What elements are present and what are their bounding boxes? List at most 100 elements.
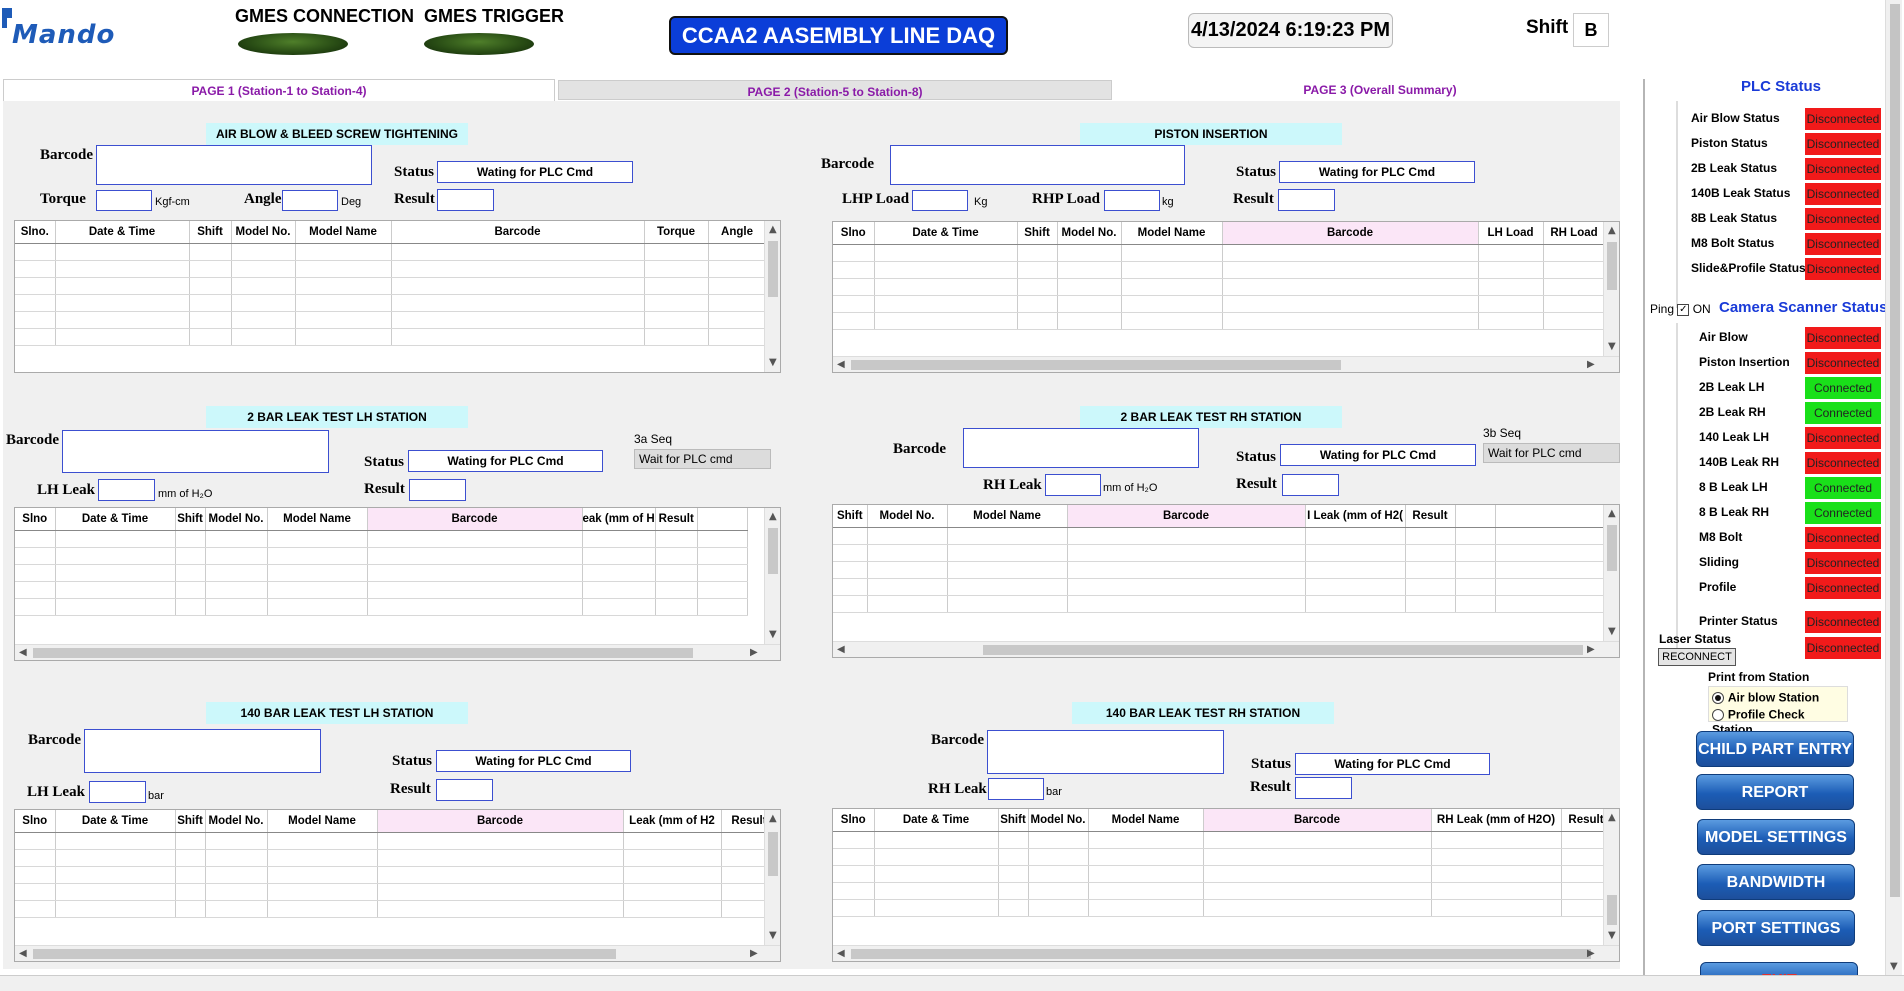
table-cell[interactable] bbox=[231, 294, 296, 312]
table-cell[interactable] bbox=[1455, 527, 1496, 545]
table-cell[interactable] bbox=[1495, 578, 1606, 596]
table-cell[interactable] bbox=[1222, 312, 1479, 330]
table-cell[interactable] bbox=[15, 311, 56, 329]
table-cell[interactable] bbox=[1478, 295, 1544, 313]
table-cell[interactable] bbox=[267, 832, 378, 850]
table-cell[interactable] bbox=[1405, 595, 1456, 613]
table-row[interactable] bbox=[15, 277, 767, 295]
table-cell[interactable] bbox=[55, 328, 190, 346]
table-cell[interactable] bbox=[874, 278, 1018, 296]
table-cell[interactable] bbox=[1203, 848, 1432, 866]
window-vscroll[interactable]: ▼ bbox=[1885, 0, 1902, 975]
column-header[interactable]: Slno. bbox=[15, 221, 56, 244]
table-row[interactable] bbox=[15, 530, 748, 548]
table-cell[interactable] bbox=[623, 866, 722, 884]
table-cell[interactable] bbox=[998, 865, 1029, 883]
table-cell[interactable] bbox=[1028, 899, 1089, 917]
table-cell[interactable] bbox=[708, 311, 767, 329]
table-cell[interactable] bbox=[55, 260, 190, 278]
table-cell[interactable] bbox=[205, 598, 268, 616]
table-cell[interactable] bbox=[1017, 261, 1058, 279]
table-cell[interactable] bbox=[1543, 244, 1606, 262]
column-header[interactable]: eak (mm of H bbox=[582, 508, 656, 531]
angle-input[interactable] bbox=[282, 190, 338, 211]
column-header[interactable]: Model No. bbox=[205, 508, 268, 531]
table-cell[interactable] bbox=[55, 832, 176, 850]
column-header[interactable]: Date & Time bbox=[874, 809, 999, 832]
table-cell[interactable] bbox=[15, 547, 56, 565]
table-cell[interactable] bbox=[55, 883, 176, 901]
table-cell[interactable] bbox=[205, 849, 268, 867]
column-header[interactable]: Result bbox=[1561, 809, 1612, 832]
table-cell[interactable] bbox=[1222, 261, 1479, 279]
table-cell[interactable] bbox=[377, 883, 624, 901]
table-cell[interactable] bbox=[874, 831, 999, 849]
table-cell[interactable] bbox=[1495, 561, 1606, 579]
table-cell[interactable] bbox=[1121, 295, 1223, 313]
table-cell[interactable] bbox=[377, 900, 624, 918]
column-header[interactable]: Model Name bbox=[1088, 809, 1204, 832]
table-cell[interactable] bbox=[582, 581, 656, 599]
table-cell[interactable] bbox=[833, 595, 868, 613]
table-cell[interactable] bbox=[582, 598, 656, 616]
table-cell[interactable] bbox=[655, 547, 698, 565]
table-cell[interactable] bbox=[1028, 865, 1089, 883]
table-cell[interactable] bbox=[55, 581, 176, 599]
leak2-rh-hscroll[interactable]: ◀ ▶ bbox=[833, 641, 1619, 657]
table-cell[interactable] bbox=[1495, 595, 1606, 613]
table-cell[interactable] bbox=[833, 527, 868, 545]
leak2-lh-hscroll[interactable]: ◀ ▶ bbox=[15, 644, 780, 660]
table-cell[interactable] bbox=[1405, 544, 1456, 562]
column-header[interactable]: Leak (mm of H2 bbox=[623, 810, 722, 833]
table-cell[interactable] bbox=[15, 849, 56, 867]
table-cell[interactable] bbox=[15, 260, 56, 278]
leak140-lh-grid[interactable]: Slno Date & Time Shift Model No. Model Name B… bbox=[14, 809, 781, 962]
table-cell[interactable] bbox=[1028, 882, 1089, 900]
table-cell[interactable] bbox=[267, 598, 368, 616]
table-row[interactable] bbox=[15, 294, 767, 312]
column-header[interactable]: Slno bbox=[15, 810, 56, 833]
table-row[interactable] bbox=[15, 900, 778, 918]
table-cell[interactable] bbox=[231, 328, 296, 346]
table-cell[interactable] bbox=[833, 561, 868, 579]
column-header[interactable]: Model Name bbox=[267, 810, 378, 833]
air-blow-grid[interactable]: Slno. Date & Time Shift Model No. Model Name… bbox=[14, 220, 781, 373]
table-cell[interactable] bbox=[1305, 561, 1406, 579]
table-cell[interactable] bbox=[1017, 295, 1058, 313]
table-cell[interactable] bbox=[15, 530, 56, 548]
table-cell[interactable] bbox=[833, 831, 875, 849]
leak140-lh-vscroll[interactable]: ▲ ▼ bbox=[764, 810, 780, 945]
table-cell[interactable] bbox=[582, 530, 656, 548]
table-cell[interactable] bbox=[1478, 261, 1544, 279]
table-cell[interactable] bbox=[655, 581, 698, 599]
column-header[interactable]: Date & Time bbox=[55, 810, 176, 833]
column-header[interactable]: Model No. bbox=[1057, 222, 1122, 245]
table-cell[interactable] bbox=[15, 866, 56, 884]
leak2-lh-vscroll[interactable]: ▲ ▼ bbox=[764, 508, 780, 644]
table-cell[interactable] bbox=[15, 900, 56, 918]
table-row[interactable] bbox=[833, 578, 1606, 596]
table-cell[interactable] bbox=[874, 261, 1018, 279]
table-cell[interactable] bbox=[874, 244, 1018, 262]
table-cell[interactable] bbox=[833, 244, 875, 262]
torque-input[interactable] bbox=[96, 190, 152, 211]
table-cell[interactable] bbox=[189, 294, 232, 312]
table-row[interactable] bbox=[15, 547, 748, 565]
table-row[interactable] bbox=[833, 295, 1606, 313]
leak140-rh-vscroll[interactable]: ▲ ▼ bbox=[1603, 809, 1619, 945]
table-cell[interactable] bbox=[697, 581, 748, 599]
table-cell[interactable] bbox=[867, 527, 948, 545]
radio-air-blow[interactable]: Air blow Station bbox=[1712, 690, 1819, 705]
column-header[interactable]: Model No. bbox=[205, 810, 268, 833]
table-row[interactable] bbox=[833, 278, 1606, 296]
table-cell[interactable] bbox=[367, 547, 583, 565]
table-cell[interactable] bbox=[644, 243, 709, 261]
table-cell[interactable] bbox=[55, 277, 190, 295]
table-cell[interactable] bbox=[947, 578, 1068, 596]
table-row[interactable] bbox=[833, 899, 1612, 917]
table-cell[interactable] bbox=[623, 849, 722, 867]
table-row[interactable] bbox=[833, 312, 1606, 330]
exit-button[interactable]: EXIT bbox=[1700, 962, 1858, 976]
column-header[interactable] bbox=[1455, 505, 1496, 528]
column-header[interactable]: Result bbox=[655, 508, 698, 531]
